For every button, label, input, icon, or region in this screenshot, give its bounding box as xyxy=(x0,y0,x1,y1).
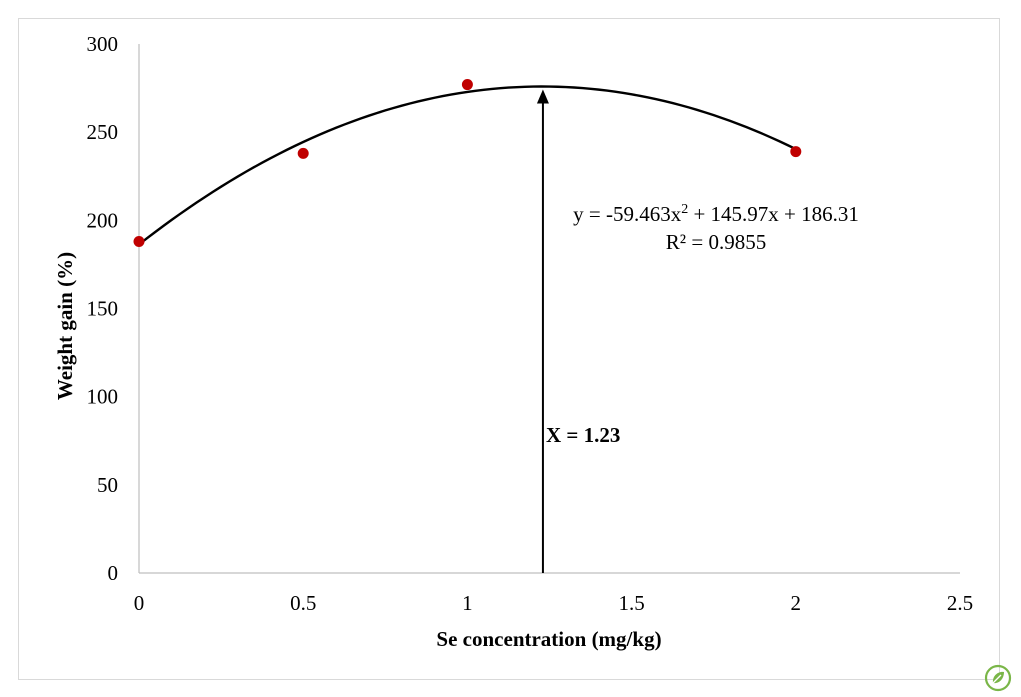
r-squared-label: R² = 0.9855 xyxy=(666,230,766,254)
axes xyxy=(138,44,960,574)
x-tick-label: 1.5 xyxy=(618,591,644,615)
data-point xyxy=(790,146,802,158)
x-tick-label: 2.5 xyxy=(947,591,973,615)
optimum-arrow-head xyxy=(536,89,549,104)
x-tick-label: 2 xyxy=(791,591,802,615)
x-tick-label: 1 xyxy=(462,591,473,615)
y-tick-label: 50 xyxy=(97,473,118,497)
y-tick-label: 200 xyxy=(87,208,119,232)
optimum-arrow xyxy=(536,89,549,573)
trendline-equation: y = -59.463x2 + 145.97x + 186.31 xyxy=(573,202,859,226)
y-tick-label: 300 xyxy=(87,32,119,56)
data-point xyxy=(461,79,473,91)
equation-suffix: + 145.97x + 186.31 xyxy=(688,202,859,226)
y-tick-label: 250 xyxy=(87,120,119,144)
y-axis-title: Weight gain (%) xyxy=(53,252,77,400)
y-tick-label: 150 xyxy=(87,297,119,321)
trendline xyxy=(138,85,797,246)
tick-labels: 0 0.5 1 1.5 2 2.5 0 50 100 150 200 250 300 xyxy=(87,32,974,615)
y-tick-label: 0 xyxy=(108,561,119,585)
leaf-logo-icon xyxy=(984,664,1012,692)
x-tick-label: 0.5 xyxy=(290,591,316,615)
x-tick-label: 0 xyxy=(134,591,145,615)
data-points xyxy=(133,79,802,247)
data-point xyxy=(133,235,145,247)
optimum-x-label: X = 1.23 xyxy=(546,423,620,447)
y-tick-label: 100 xyxy=(87,385,119,409)
data-point xyxy=(297,147,309,159)
trendline-curve xyxy=(138,85,797,246)
x-axis-title: Se concentration (mg/kg) xyxy=(436,627,661,651)
equation-prefix: y = -59.463x xyxy=(573,202,682,226)
equation-superscript: 2 xyxy=(681,202,688,217)
chart-frame xyxy=(18,18,1000,680)
